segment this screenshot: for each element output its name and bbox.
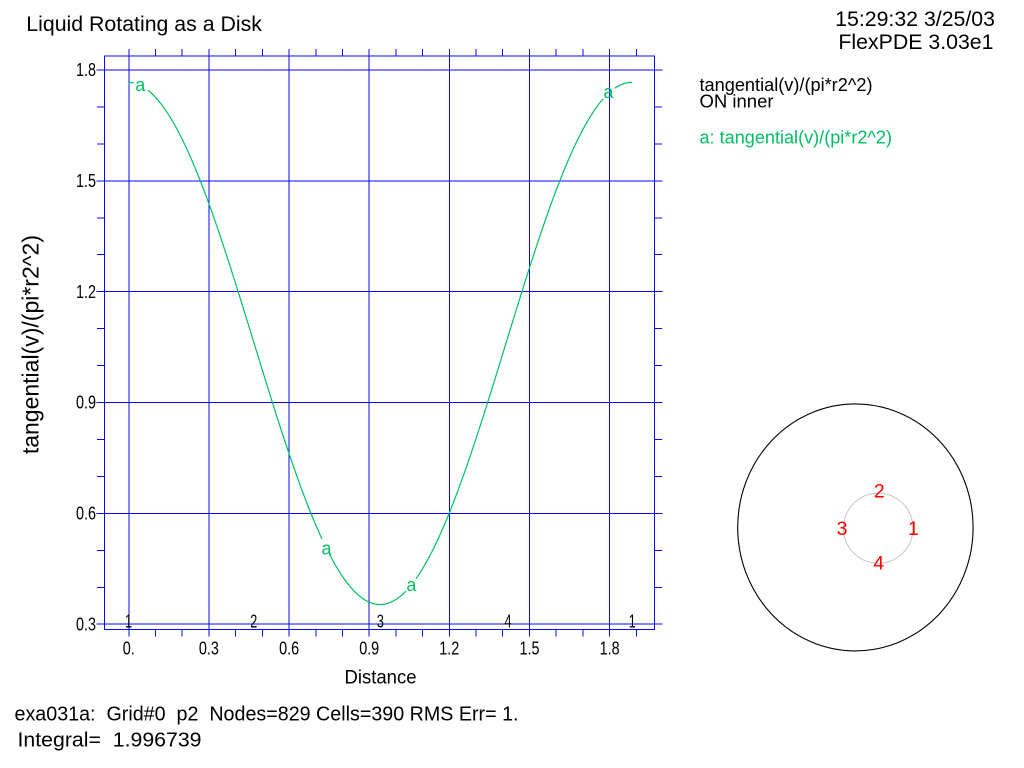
svg-text:a: tangential(v)/(pi*r2^2): a: tangential(v)/(pi*r2^2) — [700, 127, 893, 148]
svg-text:4: 4 — [505, 612, 512, 632]
svg-text:a: a — [321, 539, 332, 559]
svg-text:ON inner: ON inner — [700, 91, 774, 112]
svg-text:1: 1 — [629, 612, 636, 632]
svg-text:0.6: 0.6 — [279, 639, 299, 659]
svg-text:FlexPDE 3.03e1: FlexPDE 3.03e1 — [838, 30, 993, 54]
svg-text:0.9: 0.9 — [359, 639, 379, 659]
svg-text:3: 3 — [837, 518, 848, 540]
svg-text:0.6: 0.6 — [76, 504, 96, 524]
svg-text:1.5: 1.5 — [520, 639, 540, 659]
svg-text:Integral= 1.996739: Integral= 1.996739 — [18, 729, 202, 752]
svg-text:0.: 0. — [123, 639, 135, 659]
svg-text:1.8: 1.8 — [76, 60, 96, 80]
svg-text:2: 2 — [250, 612, 257, 632]
svg-text:a: a — [135, 75, 146, 95]
svg-text:15:29:32 3/25/03: 15:29:32 3/25/03 — [835, 7, 995, 31]
svg-text:a: a — [603, 82, 614, 102]
svg-text:1.5: 1.5 — [76, 171, 96, 191]
svg-text:Distance: Distance — [345, 666, 417, 688]
svg-text:1.2: 1.2 — [439, 639, 459, 659]
svg-text:tangential(v)/(pi*r2^2): tangential(v)/(pi*r2^2) — [18, 235, 44, 454]
svg-text:0.3: 0.3 — [199, 639, 219, 659]
svg-text:tangential(v)/(pi*r2^2): tangential(v)/(pi*r2^2) — [700, 74, 873, 95]
svg-text:exa031a: Grid#0 p2 Nodes=82: exa031a: Grid#0 p2 Nodes=829 Cells=390 R… — [15, 702, 519, 725]
svg-text:0.3: 0.3 — [76, 615, 96, 635]
svg-text:4: 4 — [873, 552, 884, 574]
svg-text:a: a — [406, 575, 417, 595]
svg-text:3: 3 — [377, 612, 384, 632]
svg-text:1: 1 — [125, 612, 132, 632]
svg-text:2: 2 — [874, 481, 885, 503]
svg-text:1.2: 1.2 — [76, 282, 96, 302]
svg-text:0.9: 0.9 — [76, 393, 96, 413]
svg-text:Liquid Rotating as a Disk: Liquid Rotating as a Disk — [26, 12, 262, 36]
svg-text:1: 1 — [908, 518, 919, 540]
svg-text:1.8: 1.8 — [600, 639, 620, 659]
